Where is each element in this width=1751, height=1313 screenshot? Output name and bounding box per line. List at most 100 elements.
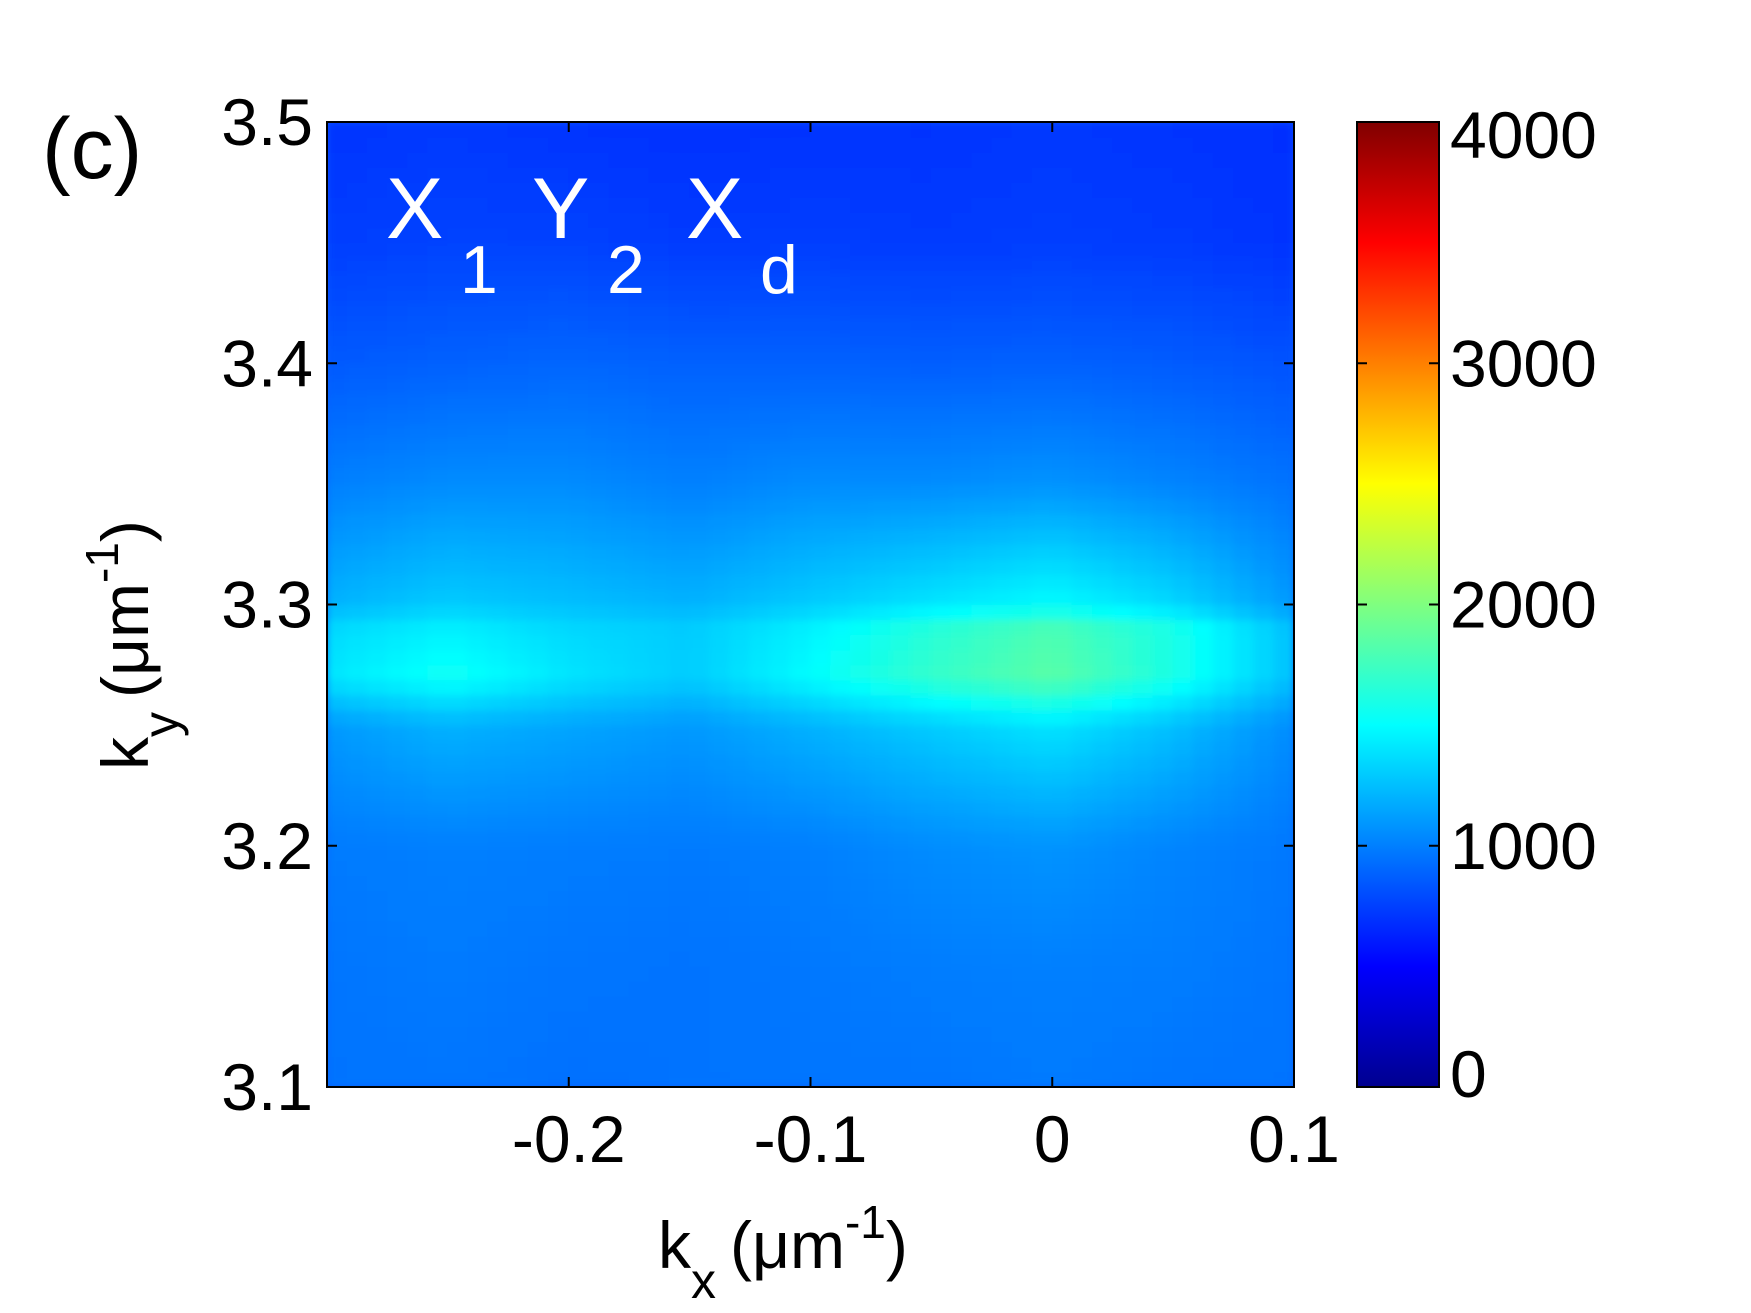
heatmap-cell (1152, 513, 1174, 530)
heatmap-cell (870, 860, 892, 877)
heatmap-cell (467, 604, 489, 621)
heatmap-cell (1132, 604, 1154, 621)
heatmap-cell (327, 604, 348, 621)
heatmap-cell (527, 920, 550, 937)
heatmap-cell (971, 890, 993, 907)
heatmap-cell (689, 151, 711, 168)
heatmap-cell (769, 769, 791, 786)
heatmap-cell (1253, 257, 1275, 274)
heatmap-cell (1031, 347, 1053, 364)
heatmap-cell (447, 483, 469, 500)
heatmap-cell (930, 634, 953, 651)
heatmap-cell (668, 935, 691, 952)
heatmap-cell (628, 935, 650, 952)
heatmap-cell (588, 754, 610, 771)
heatmap-cell (588, 604, 610, 621)
heatmap-cell (427, 332, 449, 349)
heatmap-cell (890, 800, 912, 817)
heatmap-cell (830, 920, 852, 937)
heatmap-cell (507, 211, 529, 229)
heatmap-cell (890, 604, 912, 621)
heatmap-cell (1212, 890, 1235, 907)
heatmap-cell (689, 1071, 711, 1087)
heatmap-cell (1092, 196, 1114, 213)
heatmap-cell (1233, 453, 1255, 470)
heatmap-cell (1051, 588, 1073, 605)
heatmap-cell (930, 588, 953, 605)
heatmap-cell (427, 287, 449, 304)
heatmap-cell (709, 302, 731, 319)
heatmap-cell (870, 679, 892, 696)
heatmap-cell (789, 905, 811, 922)
heatmap-cell (407, 453, 429, 470)
heatmap-cell (366, 377, 388, 394)
heatmap-cell (668, 136, 691, 153)
heatmap-cell (951, 528, 973, 545)
heatmap-cell (1152, 996, 1174, 1013)
heatmap-cell (709, 423, 731, 440)
heatmap-cell (930, 1011, 953, 1028)
heatmap-cell (729, 604, 751, 621)
heatmap-cell (548, 483, 570, 500)
heatmap-cell (850, 1071, 872, 1087)
heatmap-cell (1212, 1056, 1235, 1073)
heatmap-cell (447, 860, 469, 877)
heatmap-cell (769, 423, 791, 440)
heatmap-cell (830, 604, 852, 621)
heatmap-cell (890, 875, 912, 892)
heatmap-cell (386, 860, 409, 877)
heatmap-cell (830, 739, 852, 756)
heatmap-cell (930, 317, 953, 334)
heatmap-cell (789, 845, 811, 862)
heatmap-cell (1071, 619, 1094, 636)
heatmap-cell (1273, 905, 1294, 922)
heatmap-cell (1172, 890, 1194, 907)
heatmap-cell (1233, 604, 1255, 621)
heatmap-cell (327, 1011, 348, 1028)
heatmap-cell (850, 996, 872, 1013)
heatmap-cell (628, 604, 650, 621)
heatmap-cell (386, 196, 409, 213)
heatmap-cell (890, 453, 912, 470)
heatmap-cell (1031, 845, 1053, 862)
heatmap-cell (628, 890, 650, 907)
heatmap-cell (709, 196, 731, 213)
heatmap-cell (830, 407, 852, 425)
heatmap-cell (830, 211, 852, 229)
heatmap-cell (749, 845, 771, 862)
heatmap-cell (789, 211, 811, 229)
heatmap-cell (1031, 528, 1053, 545)
heatmap-cell (628, 498, 650, 515)
heatmap-cell (366, 196, 388, 213)
heatmap-cell (1092, 754, 1114, 771)
heatmap-cell (890, 227, 912, 244)
heatmap-cell (467, 739, 489, 756)
heatmap-cell (608, 724, 630, 741)
heatmap-cell (1011, 996, 1033, 1013)
heatmap-cell (1011, 362, 1033, 379)
heatmap-cell (568, 664, 590, 681)
heatmap-cell (689, 875, 711, 892)
heatmap-cell (527, 1041, 550, 1058)
heatmap-cell (1051, 573, 1073, 590)
heatmap-cell (366, 513, 388, 530)
heatmap-cell (527, 227, 550, 244)
heatmap-cell (628, 784, 650, 802)
heatmap-cell (971, 830, 993, 847)
heatmap-cell (870, 588, 892, 605)
heatmap-cell (427, 166, 449, 183)
heatmap-cell (1092, 649, 1114, 666)
heatmap-cell (327, 996, 348, 1013)
heatmap-cell (588, 332, 610, 349)
heatmap-cell (407, 634, 429, 651)
heatmap-cell (327, 950, 348, 967)
heatmap-cell (689, 709, 711, 726)
heatmap-cell (427, 362, 449, 379)
heatmap-cell (447, 302, 469, 319)
heatmap-cell (1112, 769, 1134, 786)
heatmap-cell (709, 573, 731, 590)
heatmap-cell (810, 664, 832, 681)
heatmap-cell (1071, 694, 1094, 711)
heatmap-cell (1051, 317, 1073, 334)
heatmap-cell (1233, 860, 1255, 877)
